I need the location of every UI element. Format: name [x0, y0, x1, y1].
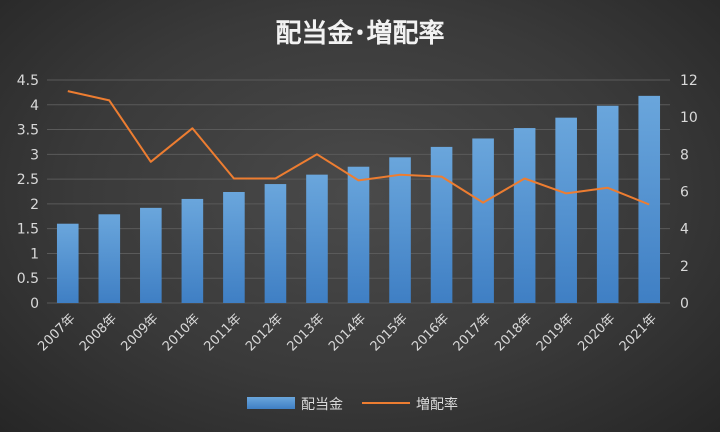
right-tick-label: 0 — [680, 296, 689, 312]
x-tick-label: 2020年 — [575, 311, 618, 354]
bar — [513, 128, 536, 303]
legend: 配当金 増配率 — [247, 396, 458, 413]
left-tick-label: 2.5 — [17, 172, 39, 188]
bar — [347, 166, 370, 303]
bar — [430, 146, 453, 303]
x-tick-label: 2007年 — [35, 311, 78, 354]
right-tick-label: 12 — [680, 73, 698, 89]
left-tick-label: 0 — [30, 296, 39, 312]
line-series — [67, 90, 650, 206]
right-tick-label: 6 — [680, 185, 689, 201]
bar — [389, 157, 411, 303]
legend-label-line: 増配率 — [416, 396, 458, 413]
right-tick-label: 4 — [680, 222, 689, 238]
bar — [555, 117, 577, 303]
x-tick-label: 2012年 — [243, 311, 286, 354]
left-tick-label: 4 — [30, 98, 39, 114]
bar-series — [56, 95, 661, 303]
x-tick-label: 2016年 — [409, 311, 452, 354]
right-axis: 0 2 4 6 8 10 12 — [680, 73, 698, 312]
x-tick-label: 2010年 — [160, 311, 203, 354]
left-tick-label: 1.5 — [17, 222, 39, 238]
bar — [472, 138, 494, 303]
x-tick-label: 2014年 — [326, 311, 369, 354]
left-tick-label: 3.5 — [17, 123, 39, 139]
x-tick-label: 2008年 — [77, 311, 120, 354]
bar — [306, 174, 328, 303]
x-tick-label: 2011年 — [202, 311, 245, 354]
right-tick-label: 2 — [680, 259, 689, 275]
bar — [264, 184, 287, 303]
bar — [223, 191, 245, 303]
bar — [140, 207, 162, 303]
x-tick-label: 2009年 — [118, 311, 161, 354]
line-series-path — [67, 90, 650, 206]
bar — [181, 198, 204, 303]
x-axis: 2007年2008年2009年2010年2011年2012年2013年2014年… — [35, 311, 660, 354]
left-tick-label: 1 — [30, 246, 39, 262]
x-tick-label: 2013年 — [285, 311, 328, 354]
left-tick-label: 3 — [30, 147, 39, 163]
x-tick-label: 2021年 — [617, 311, 660, 354]
chart-title: 配当金･増配率 — [275, 18, 444, 49]
bar — [638, 95, 661, 303]
right-tick-label: 10 — [680, 110, 698, 126]
left-tick-label: 0.5 — [17, 271, 39, 287]
bar — [596, 105, 619, 303]
x-tick-label: 2018年 — [492, 311, 535, 354]
left-axis: 0 0.5 1 1.5 2 2.5 3 3.5 4 4.5 — [17, 73, 39, 312]
left-tick-label: 4.5 — [17, 73, 39, 89]
x-tick-label: 2017年 — [451, 311, 494, 354]
legend-swatch-bar — [247, 397, 295, 409]
legend-label-bar: 配当金 — [301, 397, 343, 413]
left-tick-label: 2 — [30, 197, 39, 213]
right-tick-label: 8 — [680, 147, 689, 163]
x-tick-label: 2015年 — [368, 311, 411, 354]
x-tick-label: 2019年 — [534, 311, 577, 354]
bar — [98, 214, 121, 303]
bar — [56, 223, 79, 303]
